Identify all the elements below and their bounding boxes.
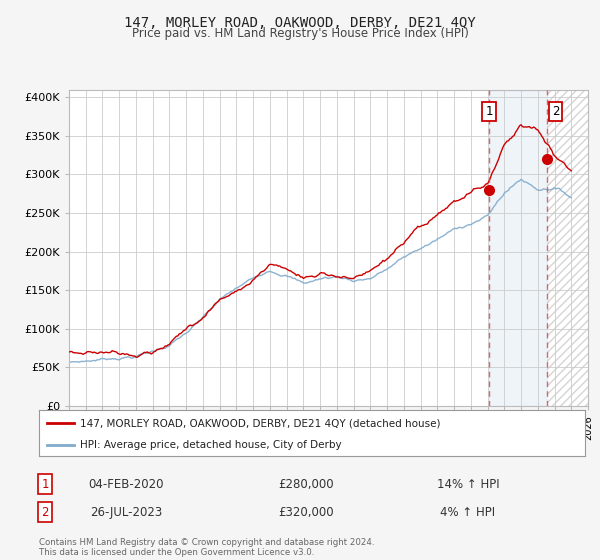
- Text: 14% ↑ HPI: 14% ↑ HPI: [437, 478, 499, 491]
- Bar: [547, 90, 596, 406]
- Text: 4% ↑ HPI: 4% ↑ HPI: [440, 506, 496, 519]
- Text: 1: 1: [485, 105, 493, 118]
- Bar: [489, 90, 547, 406]
- Text: 26-JUL-2023: 26-JUL-2023: [90, 506, 162, 519]
- Text: 2: 2: [41, 506, 49, 519]
- Text: 147, MORLEY ROAD, OAKWOOD, DERBY, DE21 4QY (detached house): 147, MORLEY ROAD, OAKWOOD, DERBY, DE21 4…: [80, 418, 440, 428]
- Text: 04-FEB-2020: 04-FEB-2020: [88, 478, 164, 491]
- Text: Price paid vs. HM Land Registry's House Price Index (HPI): Price paid vs. HM Land Registry's House …: [131, 27, 469, 40]
- Text: £320,000: £320,000: [278, 506, 334, 519]
- Text: Contains HM Land Registry data © Crown copyright and database right 2024.
This d: Contains HM Land Registry data © Crown c…: [39, 538, 374, 557]
- Text: £280,000: £280,000: [278, 478, 334, 491]
- Text: HPI: Average price, detached house, City of Derby: HPI: Average price, detached house, City…: [80, 440, 341, 450]
- Text: 147, MORLEY ROAD, OAKWOOD, DERBY, DE21 4QY: 147, MORLEY ROAD, OAKWOOD, DERBY, DE21 4…: [124, 16, 476, 30]
- Text: 2: 2: [552, 105, 559, 118]
- Text: 1: 1: [41, 478, 49, 491]
